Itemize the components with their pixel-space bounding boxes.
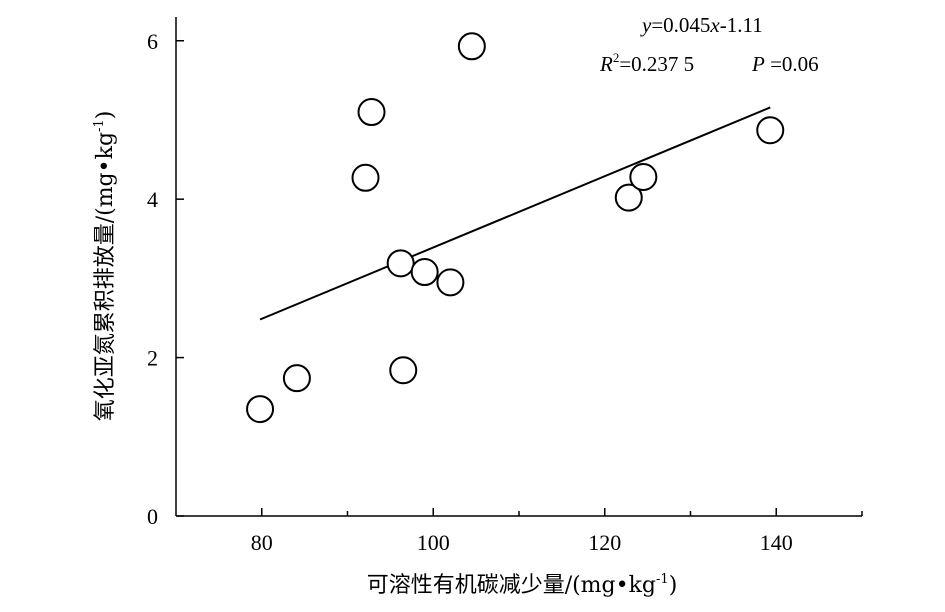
- y-tick-label: 0: [147, 504, 158, 529]
- regression-line: [259, 106, 771, 321]
- data-point: [756, 116, 785, 145]
- x-title-main: 可溶性有机碳减少量/(mg•kg: [367, 573, 656, 598]
- data-point: [614, 183, 643, 212]
- p-number: =0.06: [765, 52, 819, 76]
- data-point: [246, 395, 275, 424]
- x-title-end: ): [669, 573, 678, 598]
- r-squared: R2=0.237 5: [599, 50, 694, 76]
- data-point: [457, 32, 486, 61]
- r-value: =0.237 5: [619, 52, 694, 76]
- p-symbol: P: [751, 52, 765, 76]
- data-point: [357, 98, 386, 127]
- y-tick-label: 4: [147, 187, 158, 212]
- data-point: [629, 162, 658, 191]
- data-point: [282, 364, 311, 393]
- x-tick-label: 120: [588, 530, 621, 555]
- y-tick-label: 2: [147, 346, 158, 371]
- data-point: [410, 258, 439, 287]
- y-title-main: 氧化亚氮累积排放量/(mg•kg: [93, 132, 118, 421]
- ticks: [176, 40, 863, 517]
- data-point: [386, 249, 415, 278]
- data-points: [246, 32, 785, 424]
- eq-y: y: [640, 13, 652, 37]
- y-title-sup: -1: [92, 119, 107, 132]
- axes: [175, 17, 862, 517]
- data-point: [389, 356, 418, 385]
- x-tick-label: 80: [251, 530, 273, 555]
- annotation: y=0.045x-1.11 R2=0.237 5 P =0.06: [599, 13, 819, 76]
- tick-labels: 80 100 120 140 0 2 4 6: [147, 29, 793, 555]
- eq-slope: =0.045: [651, 13, 710, 37]
- p-value: P =0.06: [751, 52, 819, 76]
- data-point: [436, 268, 465, 297]
- x-title-sup: -1: [656, 572, 669, 587]
- y-title-end: ): [93, 111, 118, 120]
- y-axis-title: 氧化亚氮累积排放量/(mg•kg-1): [92, 111, 118, 422]
- r-sup: 2: [613, 50, 620, 65]
- x-tick-label: 100: [417, 530, 450, 555]
- data-point: [351, 163, 380, 192]
- x-axis-title: 可溶性有机碳减少量/(mg•kg-1): [367, 572, 678, 598]
- eq-x: x: [709, 13, 720, 37]
- r-symbol: R: [599, 52, 613, 76]
- y-tick-label: 6: [147, 29, 158, 54]
- fit-equation: y=0.045x-1.11: [640, 13, 763, 37]
- x-tick-label: 140: [760, 530, 793, 555]
- eq-intercept: -1.11: [720, 13, 763, 37]
